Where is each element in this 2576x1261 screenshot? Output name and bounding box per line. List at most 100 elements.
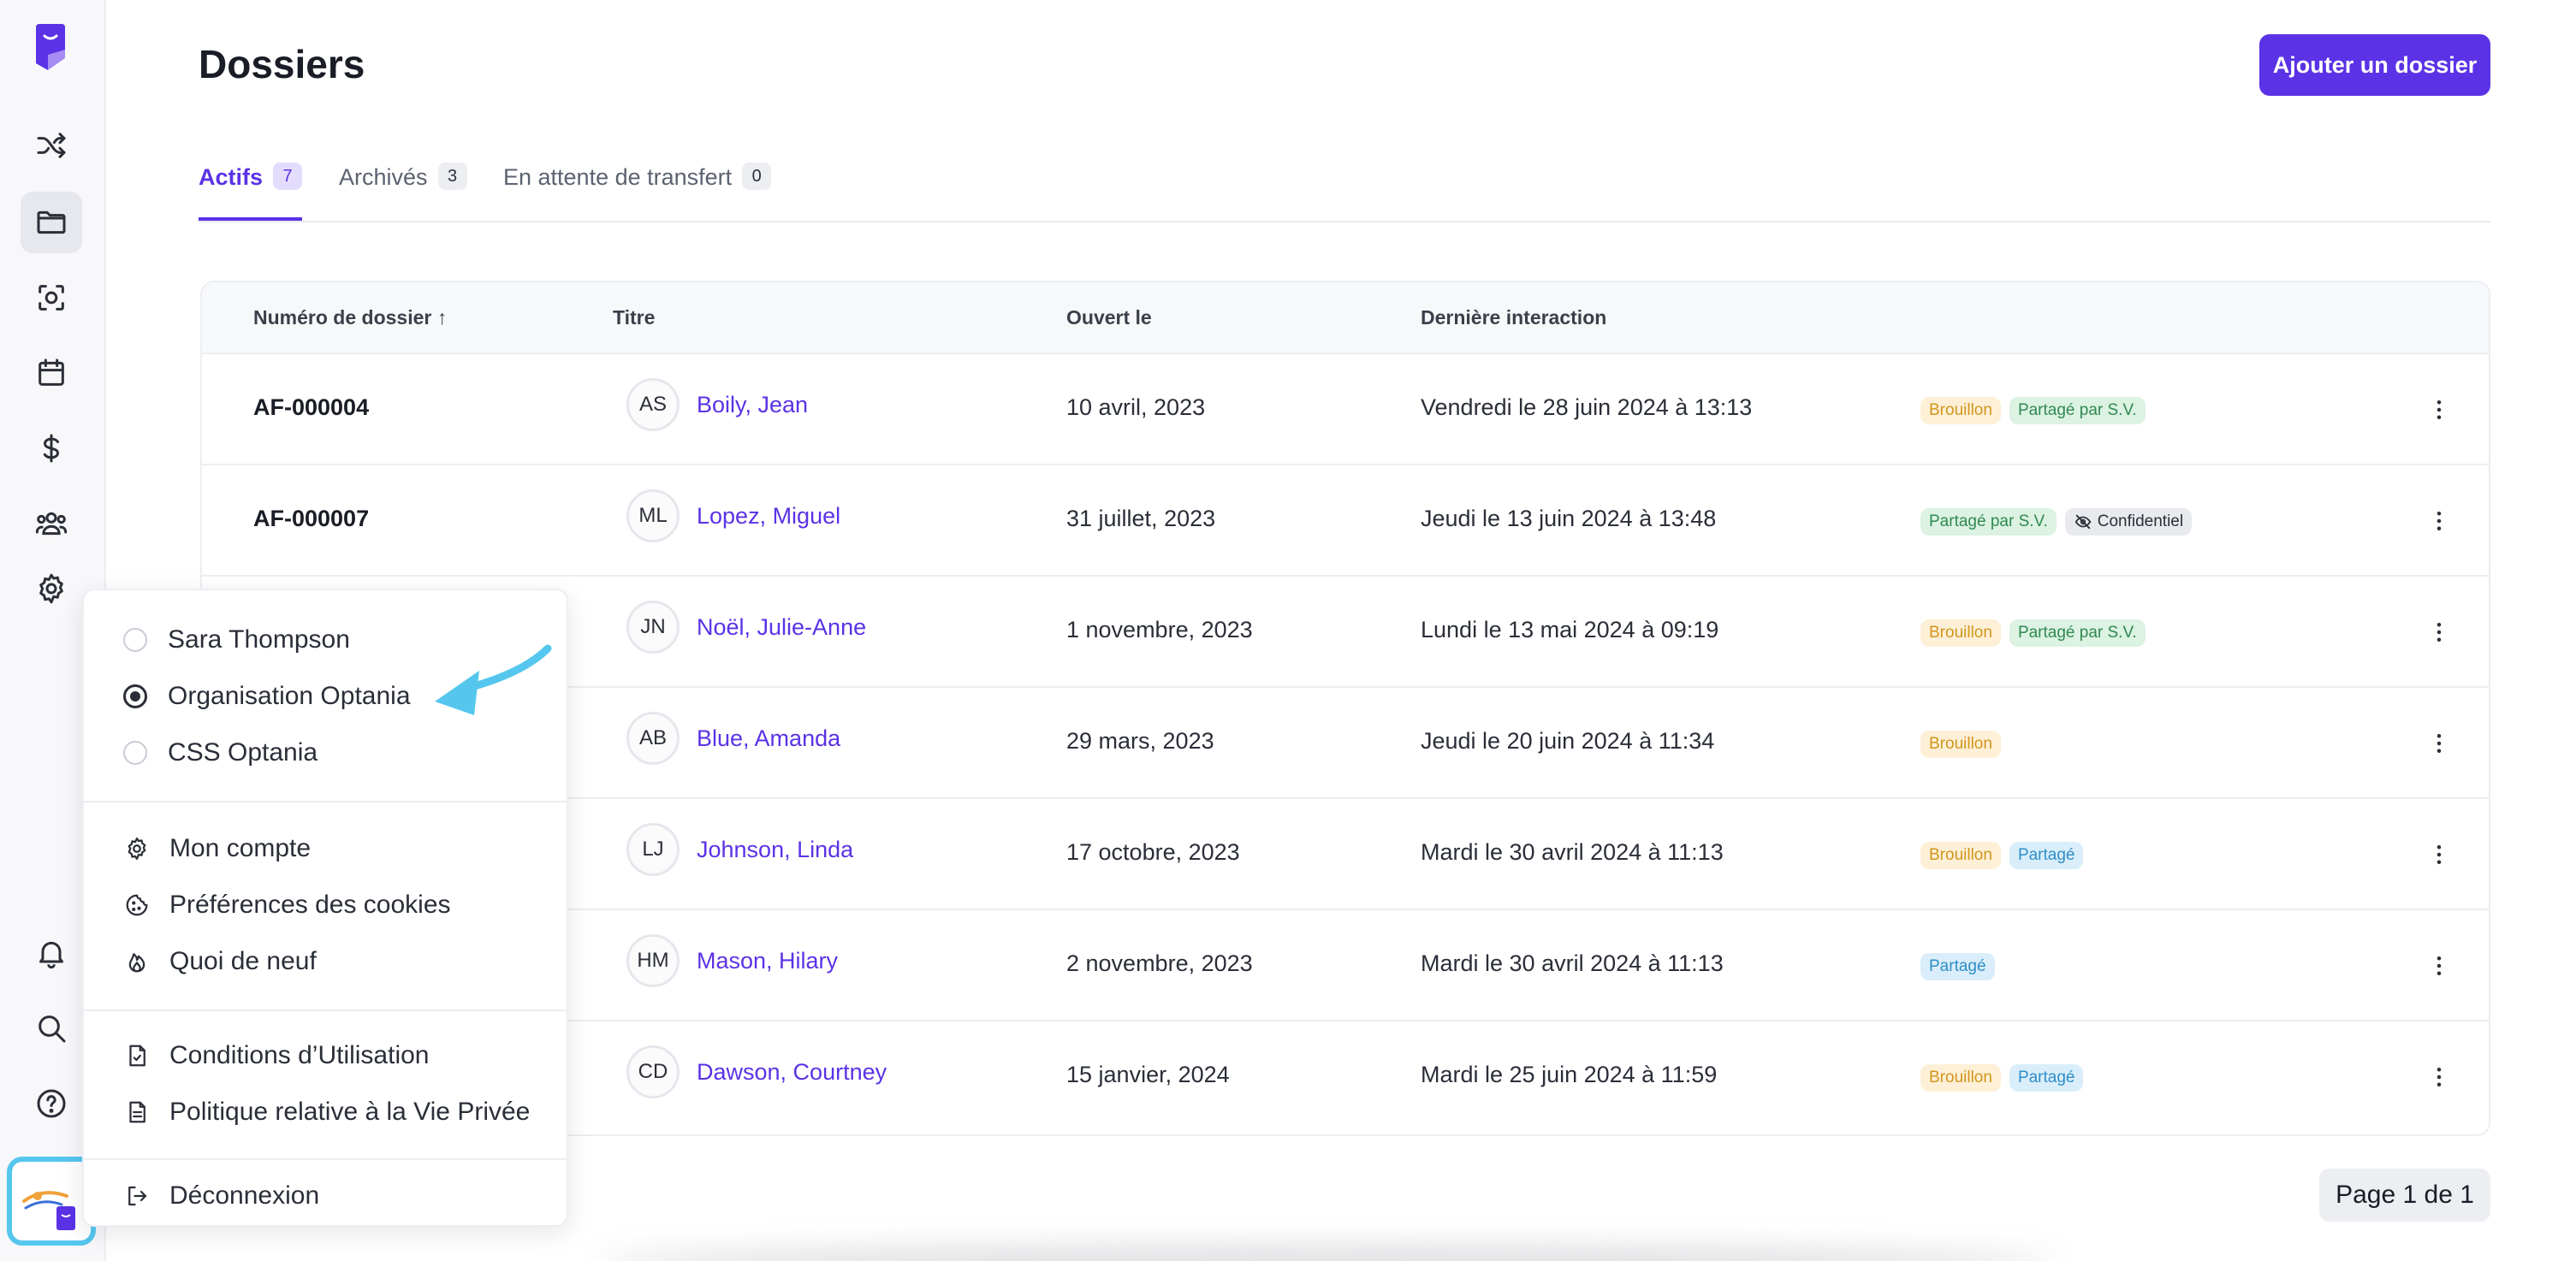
opened-date: 17 octobre, 2023 <box>1066 839 1240 865</box>
nav-help[interactable] <box>21 1073 82 1134</box>
badge-label: Brouillon <box>1929 846 1992 864</box>
tab-label: Archivés <box>339 164 428 190</box>
opened-date: 10 avril, 2023 <box>1066 394 1206 420</box>
gear-icon <box>39 573 63 604</box>
opened-date: 29 mars, 2023 <box>1066 728 1214 754</box>
account-option-organisation-optania[interactable]: Organisation Optania <box>123 678 411 715</box>
help-icon <box>37 1089 66 1118</box>
last-interaction: Jeudi le 20 juin 2024 à 11:34 <box>1421 728 1715 754</box>
avatar: ML <box>626 489 680 542</box>
client-name-link[interactable]: Dawson, Courtney <box>697 1058 887 1085</box>
tab-actifs[interactable]: Actifs 7 <box>199 163 303 221</box>
tab-archives[interactable]: Archivés 3 <box>339 163 467 221</box>
row-actions-button[interactable] <box>2422 1060 2456 1094</box>
pagination-label: Page 1 de 1 <box>2319 1169 2490 1222</box>
row-actions-button[interactable] <box>2422 504 2456 538</box>
badge-group: Brouillon Partagé par S.V. <box>1920 619 2154 647</box>
status-badge: Brouillon <box>1920 842 2001 869</box>
table-row[interactable]: AF-000004 AS Boily, Jean 10 avril, 2023 … <box>202 354 2489 465</box>
menu-item-politique[interactable]: Politique relative à la Vie Privée <box>123 1093 530 1131</box>
table-row[interactable]: CD Dawson, Courtney 15 janvier, 2024 Mar… <box>202 1021 2489 1133</box>
app-logo[interactable] <box>34 24 67 72</box>
column-header-number[interactable]: Numéro de dossier ↑ <box>253 306 448 329</box>
table-row[interactable]: HM Mason, Hilary 2 novembre, 2023 Mardi … <box>202 910 2489 1021</box>
account-option-css-optania[interactable]: CSS Optania <box>123 734 318 772</box>
nav-billing[interactable] <box>21 417 82 479</box>
badge-label: Brouillon <box>1929 735 1992 753</box>
last-interaction: Mardi le 30 avril 2024 à 11:13 <box>1421 839 1724 865</box>
dossier-title: JN Noël, Julie-Anne <box>626 601 866 654</box>
table-row[interactable]: JN Noël, Julie-Anne 1 novembre, 2023 Lun… <box>202 577 2489 688</box>
nav-calendar[interactable] <box>21 342 82 404</box>
row-actions-button[interactable] <box>2422 726 2456 761</box>
avatar: AS <box>626 378 680 431</box>
document-check-icon <box>129 1045 145 1067</box>
nav-scan[interactable] <box>21 267 82 329</box>
add-dossier-button[interactable]: Ajouter un dossier <box>2259 34 2490 96</box>
kebab-menu-icon <box>2437 623 2442 642</box>
shuffle-icon <box>37 133 66 158</box>
menu-divider <box>84 1158 567 1160</box>
nav-settings[interactable] <box>21 558 82 619</box>
last-interaction: Lundi le 13 mai 2024 à 09:19 <box>1421 617 1719 642</box>
client-name-link[interactable]: Noël, Julie-Anne <box>697 613 867 640</box>
menu-item-quoi-de-neuf[interactable]: Quoi de neuf <box>123 943 317 980</box>
client-name-link[interactable]: Mason, Hilary <box>697 947 839 974</box>
organisation-avatar-icon <box>22 1191 75 1230</box>
nav-notifications[interactable] <box>21 922 82 984</box>
table-row[interactable]: AB Blue, Amanda 29 mars, 2023 Jeudi le 2… <box>202 688 2489 799</box>
menu-divider <box>84 801 567 802</box>
avatar: HM <box>626 934 680 987</box>
menu-item-mon-compte[interactable]: Mon compte <box>123 830 311 867</box>
nav-search[interactable] <box>21 998 82 1059</box>
row-actions-button[interactable] <box>2422 615 2456 649</box>
kebab-menu-icon <box>2437 734 2442 753</box>
nav-shuffle[interactable] <box>21 115 82 176</box>
row-actions-button[interactable] <box>2422 949 2456 983</box>
menu-item-label: Déconnexion <box>169 1181 320 1210</box>
row-actions-button[interactable] <box>2422 838 2456 872</box>
table-row[interactable]: AF-000007 ML Lopez, Miguel 31 juillet, 2… <box>202 465 2489 577</box>
opened-date: 1 novembre, 2023 <box>1066 617 1253 642</box>
badge-label: Partagé <box>2017 1069 2075 1086</box>
radio-unselected <box>123 628 147 652</box>
status-badge: Partagé par S.V. <box>2009 619 2146 647</box>
tab-count: 3 <box>437 163 467 190</box>
client-name-link[interactable]: Boily, Jean <box>697 391 809 417</box>
badge-label: Partagé par S.V. <box>2017 624 2137 642</box>
dossier-title: ML Lopez, Miguel <box>626 489 840 542</box>
status-badge: Confidentiel <box>2064 508 2193 536</box>
status-badge: Partagé <box>2009 1064 2084 1092</box>
menu-divider <box>84 1009 567 1011</box>
menu-item-cookies[interactable]: Préférences des cookies <box>123 886 451 924</box>
last-interaction: Mardi le 30 avril 2024 à 11:13 <box>1421 950 1724 976</box>
nav-users[interactable] <box>21 493 82 554</box>
bottom-shadow <box>599 1245 2054 1261</box>
avatar: AB <box>626 712 680 765</box>
avatar: JN <box>626 601 680 654</box>
menu-item-conditions[interactable]: Conditions d’Utilisation <box>123 1037 430 1075</box>
tab-label: En attente de transfert <box>503 164 733 190</box>
row-actions-button[interactable] <box>2422 393 2456 427</box>
table-row[interactable]: LJ Johnson, Linda 17 octobre, 2023 Mardi… <box>202 799 2489 910</box>
account-menu: Sara Thompson Organisation Optania CSS O… <box>82 589 568 1227</box>
calendar-icon <box>39 358 64 386</box>
status-badge: Partagé <box>1920 953 1995 980</box>
client-name-link[interactable]: Lopez, Miguel <box>697 502 841 529</box>
menu-item-deconnexion[interactable]: Déconnexion <box>123 1177 319 1215</box>
dollar-icon <box>43 434 60 463</box>
account-option-sara-thompson[interactable]: Sara Thompson <box>123 621 350 659</box>
column-header-opened: Ouvert le <box>1066 306 1152 329</box>
menu-item-label: Conditions d’Utilisation <box>169 1041 430 1069</box>
client-name-link[interactable]: Blue, Amanda <box>697 725 841 751</box>
page-title: Dossiers <box>199 42 365 86</box>
status-badge: Partagé par S.V. <box>2009 397 2146 424</box>
last-interaction: Mardi le 25 juin 2024 à 11:59 <box>1421 1062 1718 1087</box>
client-name-link[interactable]: Johnson, Linda <box>697 836 854 862</box>
dossier-title: CD Dawson, Courtney <box>626 1045 887 1098</box>
nav-dossiers[interactable] <box>21 192 82 253</box>
highlight-arrow-icon <box>435 644 552 715</box>
tab-en-attente[interactable]: En attente de transfert 0 <box>503 163 772 221</box>
opened-date: 15 janvier, 2024 <box>1066 1062 1230 1087</box>
gear-icon <box>128 838 146 860</box>
